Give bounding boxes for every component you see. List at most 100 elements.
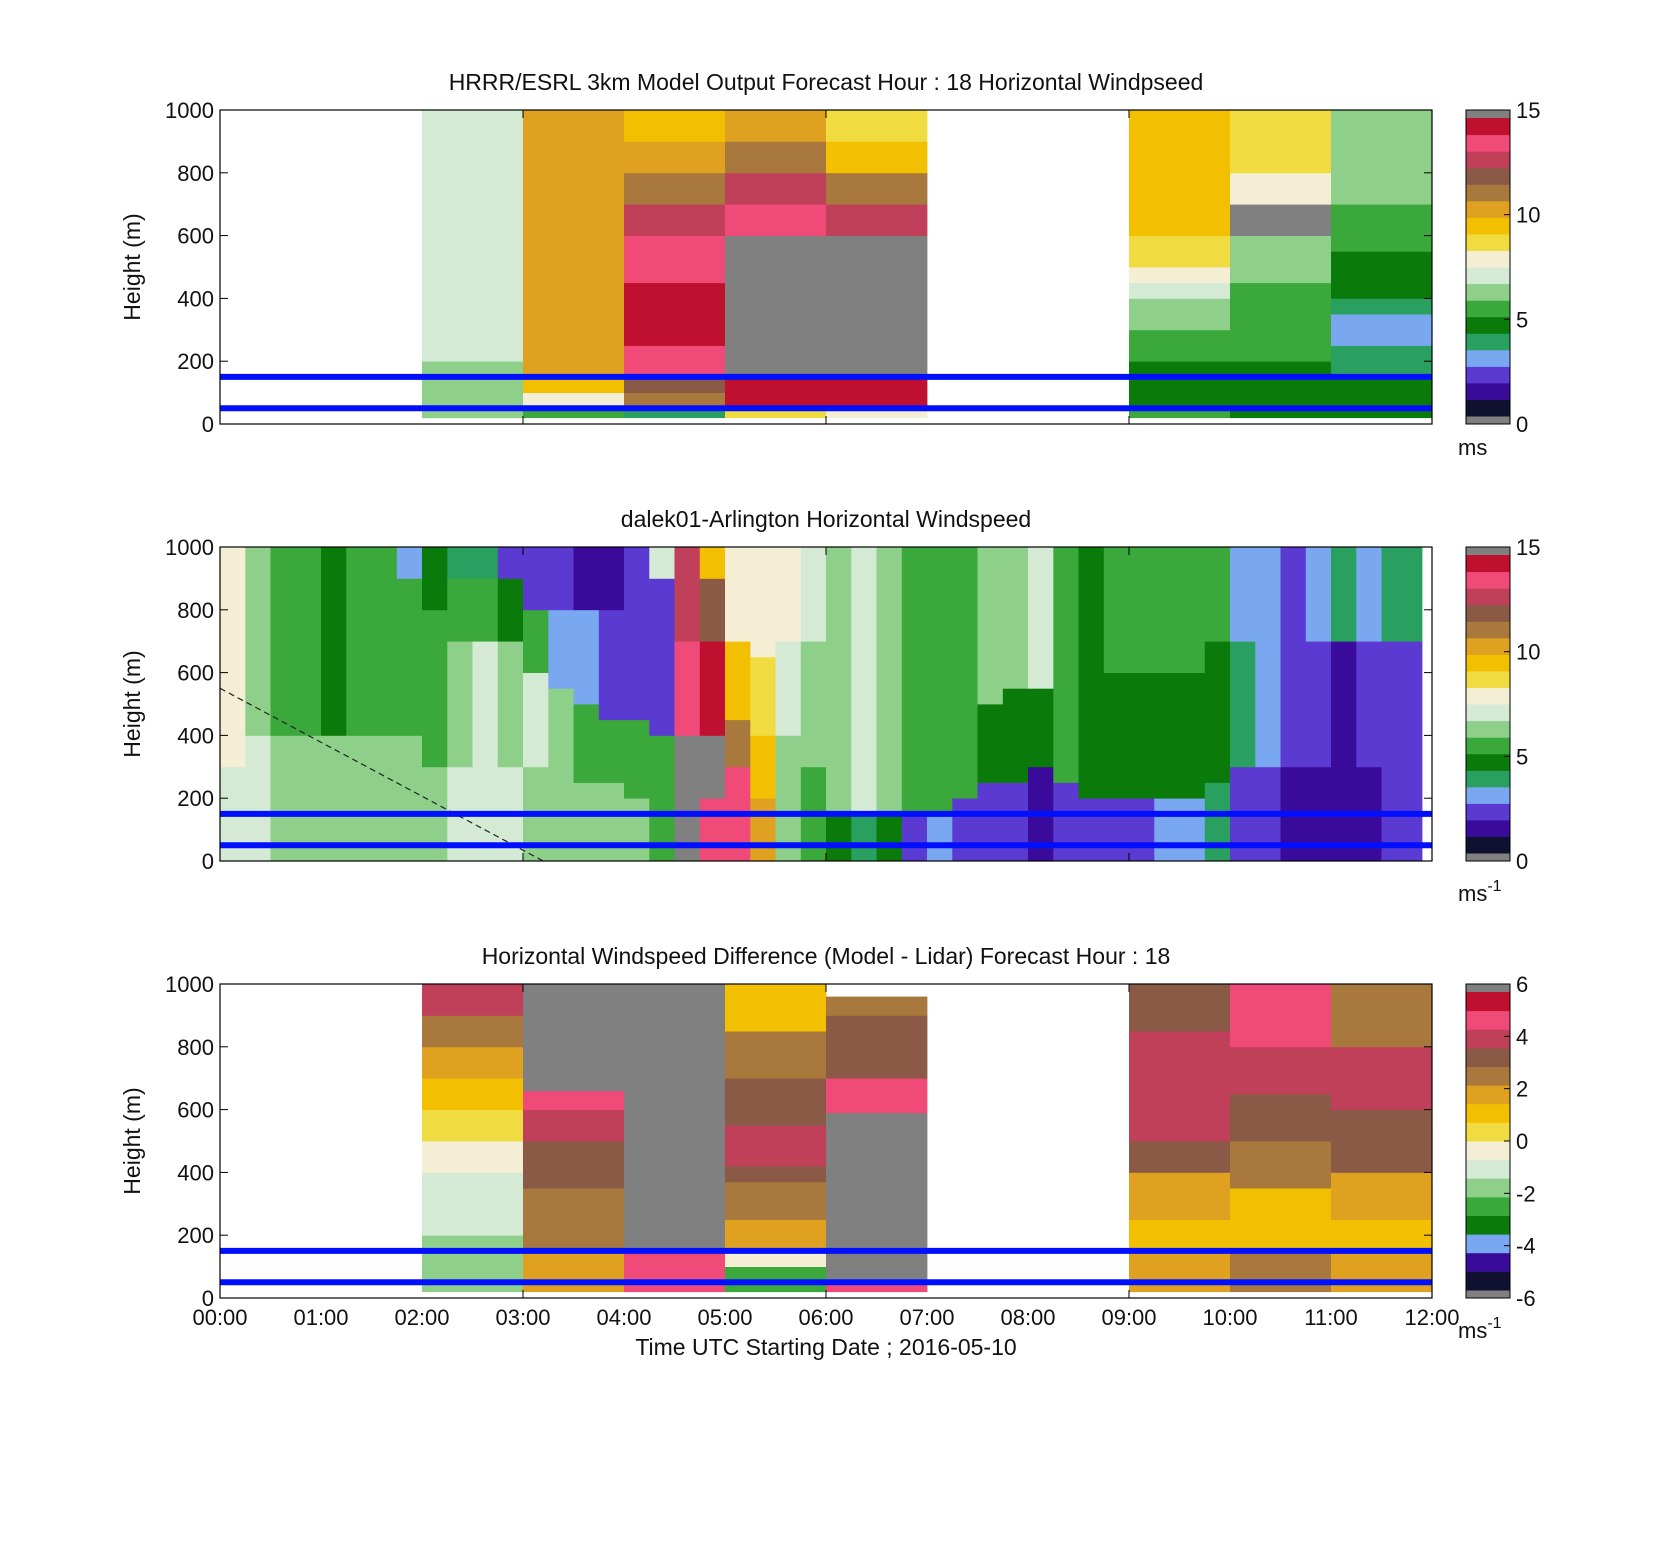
heatmap-cell bbox=[876, 813, 903, 862]
heatmap-cell bbox=[1103, 798, 1130, 862]
heatmap-cell bbox=[1305, 547, 1332, 642]
y-tick-label: 1000 bbox=[165, 972, 214, 997]
colorbar-segment bbox=[1466, 687, 1510, 705]
heatmap-cell bbox=[472, 641, 499, 768]
heatmap-cell bbox=[826, 408, 928, 419]
panel-1: HRRR/ESRL 3km Model Output Forecast Hour… bbox=[119, 69, 1540, 460]
colorbar-segment bbox=[1466, 1010, 1510, 1030]
colorbar-segment bbox=[1466, 1271, 1510, 1291]
heatmap-cell bbox=[1154, 672, 1180, 799]
heatmap-cell bbox=[422, 1141, 524, 1173]
heatmap-cell bbox=[1331, 141, 1433, 205]
heatmap-cell bbox=[396, 578, 423, 736]
colorbar-segment bbox=[1466, 1290, 1510, 1298]
heatmap-cell bbox=[1255, 547, 1281, 642]
x-tick-label: 09:00 bbox=[1101, 1305, 1156, 1330]
heatmap-cell bbox=[750, 547, 776, 658]
heatmap-cell bbox=[800, 547, 827, 642]
heatmap-cells bbox=[422, 984, 1433, 1293]
y-tick-label: 200 bbox=[177, 1223, 214, 1248]
heatmap-cell bbox=[952, 547, 978, 705]
heatmap-cell bbox=[548, 688, 574, 768]
heatmap-cell bbox=[598, 782, 625, 862]
colorbar: -6 -4 -2 0 2 4 6 ms-1 bbox=[1458, 972, 1536, 1343]
heatmap-cell bbox=[624, 172, 726, 205]
heatmap-cell bbox=[1129, 235, 1231, 268]
heatmap-cell bbox=[977, 704, 1004, 783]
heatmap-cell bbox=[1230, 547, 1256, 642]
heatmap-cell bbox=[624, 345, 726, 378]
heatmap-cell bbox=[523, 408, 625, 419]
panel-title: HRRR/ESRL 3km Model Output Forecast Hour… bbox=[449, 69, 1204, 95]
heatmap-cell bbox=[1331, 110, 1433, 142]
heatmap-cell bbox=[523, 609, 549, 673]
colorbar-segment bbox=[1466, 110, 1510, 118]
heatmap-cell bbox=[1230, 641, 1256, 768]
x-tick-label: 12:00 bbox=[1404, 1305, 1459, 1330]
heatmap-cell bbox=[1103, 547, 1130, 673]
colorbar-segment bbox=[1466, 333, 1510, 351]
heatmap-cell bbox=[1331, 298, 1433, 315]
heatmap-cell bbox=[1381, 547, 1408, 642]
colorbar-tick-label: 4 bbox=[1516, 1024, 1528, 1049]
colorbar-segment bbox=[1466, 670, 1510, 688]
y-tick-label: 0 bbox=[202, 849, 214, 874]
colorbar-segment bbox=[1466, 283, 1510, 301]
heatmap-cells bbox=[422, 110, 1433, 419]
heatmap-cell bbox=[699, 735, 726, 799]
colorbar-segment bbox=[1466, 300, 1510, 318]
heatmap-cell bbox=[523, 329, 625, 378]
panel-2: dalek01-Arlington Horizontal Windspeed 0 2… bbox=[119, 506, 1540, 906]
colorbar-tick-label: 15 bbox=[1516, 535, 1540, 560]
x-tick-label: 02:00 bbox=[394, 1305, 449, 1330]
heatmap-cell bbox=[624, 235, 726, 284]
colorbar-segment bbox=[1466, 217, 1510, 235]
colorbar-segment bbox=[1466, 366, 1510, 384]
colorbar-segment bbox=[1466, 1066, 1510, 1086]
heatmap-cell bbox=[624, 408, 726, 419]
heatmap-cell bbox=[1028, 547, 1054, 689]
heatmap-cell bbox=[497, 578, 524, 642]
heatmap-cell bbox=[674, 547, 701, 642]
heatmap-cell bbox=[1331, 984, 1433, 1048]
colorbar-segment bbox=[1466, 1252, 1510, 1272]
colorbar-tick-label: 10 bbox=[1516, 640, 1540, 665]
heatmap-cell bbox=[422, 1109, 524, 1142]
y-tick-label: 600 bbox=[177, 224, 214, 249]
heatmap-cell bbox=[725, 235, 827, 378]
colorbar-frame bbox=[1465, 109, 1511, 425]
heatmap-cell bbox=[245, 735, 271, 862]
heatmap-cell bbox=[422, 984, 524, 1016]
heatmap-cell bbox=[927, 813, 953, 862]
colorbar-segment bbox=[1466, 250, 1510, 268]
heatmap-cell bbox=[295, 735, 322, 862]
heatmap-cell bbox=[725, 1031, 827, 1079]
y-tick-label: 800 bbox=[177, 598, 214, 623]
heatmap-cell bbox=[1129, 1219, 1231, 1252]
heatmap-cell bbox=[1129, 547, 1155, 673]
heatmap-cell bbox=[1356, 547, 1382, 642]
x-tick-label: 00:00 bbox=[192, 1305, 247, 1330]
heatmap-cell bbox=[851, 547, 877, 705]
heatmap-cell bbox=[447, 578, 473, 642]
heatmap-cell bbox=[1331, 408, 1433, 419]
heatmap-cell bbox=[1230, 282, 1332, 331]
heatmap-cell bbox=[1280, 547, 1307, 642]
heatmap-cell bbox=[523, 376, 625, 393]
heatmap-cell bbox=[1179, 672, 1206, 799]
heatmap-cell bbox=[396, 735, 423, 862]
colorbar-unit-base: ms bbox=[1458, 881, 1487, 906]
heatmap-cell bbox=[1078, 547, 1105, 673]
heatmap-cell bbox=[422, 1015, 524, 1048]
heatmap-cell bbox=[523, 1188, 625, 1252]
heatmap-cell bbox=[422, 110, 524, 299]
colorbar-segment bbox=[1466, 399, 1510, 417]
heatmap-cell bbox=[523, 392, 625, 409]
heatmap-cell bbox=[624, 984, 726, 1252]
heatmap-cell bbox=[725, 1125, 827, 1167]
x-tick-label: 04:00 bbox=[596, 1305, 651, 1330]
heatmap-cell bbox=[674, 641, 701, 736]
heatmap-cell bbox=[598, 609, 625, 721]
y-tick-label: 600 bbox=[177, 1098, 214, 1123]
